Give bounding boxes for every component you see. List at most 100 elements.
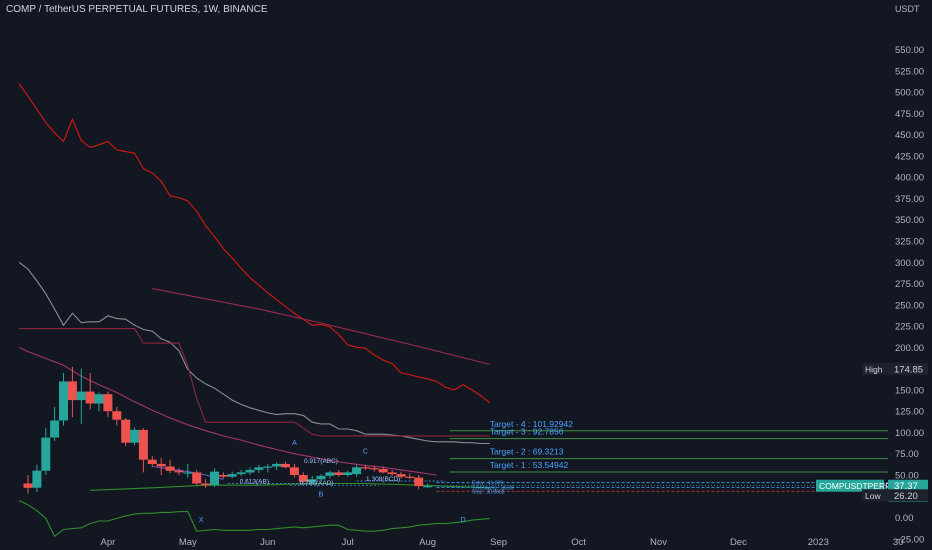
target-label: Target - 3 : 92.7856 (490, 427, 564, 437)
candle-body (334, 472, 344, 475)
ratio-label: 0.785(XAD) (300, 480, 334, 487)
y-tick-label: 400.00 (895, 173, 924, 184)
harmonic-point-label: X (199, 517, 204, 524)
ratio-label: 1.308(BCD) (366, 476, 400, 483)
harmonic-point-label: B (319, 491, 324, 498)
target-label: Target - 2 : 69.3213 (490, 447, 564, 457)
candle-body (94, 394, 104, 404)
candle-body (289, 467, 299, 475)
order-level-label: T.Recovery : 35.39 (472, 485, 514, 491)
y-tick-label: 75.00 (895, 449, 919, 460)
candle-body (281, 463, 290, 468)
candle-body (396, 474, 406, 477)
marker-value-bg (888, 489, 928, 502)
y-tick-label: 225.00 (895, 322, 924, 333)
order-level-label: Stop : 30.8668 (472, 489, 505, 495)
candle-body (272, 463, 282, 467)
ratio-label: 0.917(ABC) (304, 458, 338, 465)
y-tick-label: 0.00 (895, 513, 914, 524)
candle-body (201, 483, 211, 486)
candle-body (138, 429, 148, 460)
marker-label: Low (865, 491, 881, 501)
marker-label-bg (862, 362, 888, 375)
y-tick-label: 200.00 (895, 343, 924, 354)
candle-body (227, 474, 237, 477)
y-tick-label: −25.00 (895, 534, 924, 545)
candle-body (325, 472, 335, 476)
x-tick-label: May (179, 537, 197, 548)
chart-layer: 550.00 525.00 500.00 475.00 450.00 425.00 400.… (18, 4, 928, 548)
indicator-line (152, 288, 490, 365)
candle-body (263, 466, 273, 468)
symbol-tag-label: COMPUSDTPERP (819, 481, 891, 491)
candle-body (298, 475, 308, 482)
candle-body (174, 470, 184, 473)
candle-body (183, 472, 193, 474)
y-tick-label: 100.00 (895, 428, 924, 439)
indicator-line (90, 482, 490, 491)
last-price-value: 37.37 (894, 481, 918, 492)
x-tick-label: Sep (490, 537, 507, 548)
marker-value-bg (888, 362, 928, 375)
y-tick-label: 50.00 (895, 471, 919, 482)
marker-value: 26.20 (894, 491, 918, 502)
y-tick-label: 275.00 (895, 279, 924, 290)
y-tick-label: 300.00 (895, 258, 924, 269)
candle-body (218, 475, 228, 477)
marker-value: 174.85 (894, 364, 923, 375)
y-tick-label: 550.00 (895, 45, 924, 56)
candle-body (50, 420, 60, 438)
indicator-line (18, 261, 490, 445)
candle-body (414, 477, 424, 487)
x-tick-label: Oct (571, 537, 586, 548)
harmonic-point-label: D (461, 517, 466, 524)
chart-title: COMP / TetherUS PERPETUAL FUTURES, 1W, B… (6, 4, 268, 15)
candle-body (307, 479, 317, 482)
y-tick-label: 325.00 (895, 237, 924, 248)
candle-body (103, 394, 113, 412)
x-tick-label: 30 (893, 537, 904, 548)
harmonic-point-label: C (363, 449, 368, 456)
candle-body (76, 391, 86, 401)
x-tick-label: Nov (650, 537, 667, 548)
x-tick-label: Dec (730, 537, 747, 548)
candle-body (121, 419, 131, 443)
candle-body (59, 381, 68, 421)
target-label: Target - 1 : 53.54942 (490, 460, 569, 470)
candle-body (423, 486, 433, 488)
candle-body (147, 459, 157, 464)
y-unit-label: USDT (895, 4, 920, 14)
candle-body (378, 469, 388, 473)
candle-body (360, 467, 370, 469)
candle-body (254, 467, 264, 470)
candle-body (112, 411, 122, 420)
x-tick-label: Jun (260, 537, 275, 548)
candle-body (156, 463, 166, 467)
target-label: Target - 4 : 101.92942 (490, 419, 573, 429)
x-tick-label: Aug (419, 537, 436, 548)
candle-body (67, 381, 77, 401)
y-tick-label: 250.00 (895, 300, 924, 311)
y-tick-label: 375.00 (895, 194, 924, 205)
y-tick-label: 125.00 (895, 407, 924, 418)
y-tick-label: 475.00 (895, 109, 924, 120)
indicator-line (19, 328, 490, 437)
harmonic-point-label: A (292, 440, 297, 447)
ratio-label: 0.613(AB) (240, 479, 269, 486)
y-tick-label: 350.00 (895, 215, 924, 226)
candle-body (236, 472, 246, 475)
y-tick-label: 450.00 (895, 130, 924, 141)
x-tick-label: Apr (101, 537, 116, 548)
candle-body (387, 472, 397, 475)
y-tick-label: 425.00 (895, 151, 924, 162)
symbol-tag-bg (816, 479, 884, 492)
candle-body (32, 470, 42, 488)
marker-label: High (865, 364, 883, 374)
x-tick-label: 2023 (808, 537, 829, 548)
candle-body (23, 483, 33, 488)
y-tick-label: 525.00 (895, 66, 924, 77)
marker-label-bg (862, 489, 888, 502)
indicator-line (18, 83, 491, 404)
candle-body (405, 476, 415, 478)
